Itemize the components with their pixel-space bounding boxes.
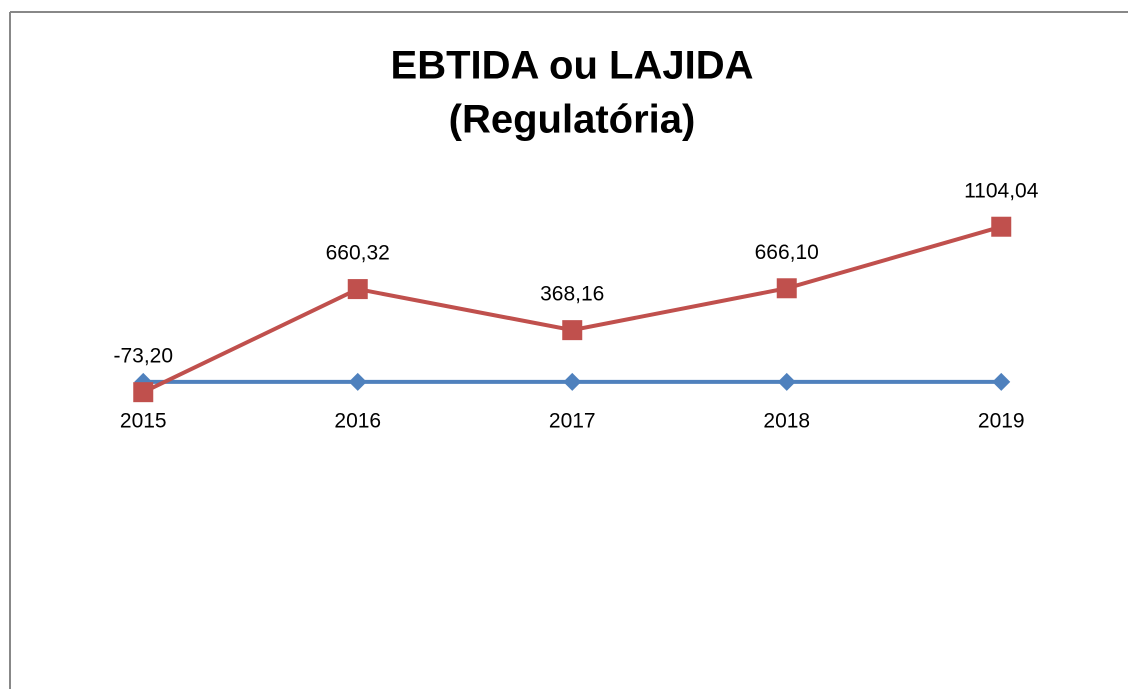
- data-label: 666,10: [755, 241, 819, 264]
- marker: [133, 382, 154, 403]
- chart-title: (Regulatória): [449, 98, 696, 142]
- marker: [348, 372, 367, 391]
- x-tick-label: 2016: [334, 409, 381, 432]
- x-tick-label: 2017: [549, 409, 596, 432]
- data-label: 1104,04: [964, 179, 1039, 202]
- marker: [347, 279, 368, 300]
- x-tick-label: 2019: [978, 409, 1025, 432]
- series-line: [142, 224, 1002, 394]
- chart-title: EBTIDA ou LAJIDA: [391, 44, 754, 88]
- data-label: -73,20: [113, 345, 173, 368]
- marker: [563, 372, 582, 391]
- data-label: 660,32: [326, 242, 390, 265]
- x-tick-label: 2018: [763, 409, 810, 432]
- x-tick-label: 2015: [120, 409, 167, 432]
- data-label: 368,16: [540, 283, 604, 306]
- marker: [991, 216, 1012, 237]
- marker: [562, 320, 583, 341]
- marker: [776, 278, 797, 299]
- marker: [777, 372, 796, 391]
- marker: [992, 372, 1011, 391]
